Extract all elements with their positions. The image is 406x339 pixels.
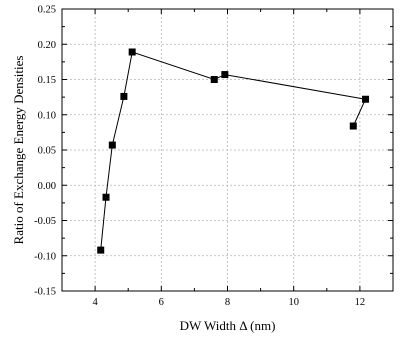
series-line (100, 51, 367, 251)
data-point (349, 122, 357, 130)
data-point (97, 246, 105, 254)
data-point (108, 141, 116, 149)
y-tick-label: 0.10 (38, 110, 56, 121)
data-point (102, 193, 110, 201)
series-layer (97, 48, 370, 254)
data-point (210, 76, 218, 83)
y-tick-label: 0.00 (38, 181, 56, 192)
x-axis-label: DW Width Δ (nm) (180, 318, 276, 333)
y-tick-label: 0.25 (38, 5, 56, 16)
x-tick-label: 12 (355, 297, 366, 308)
data-point (221, 71, 229, 79)
y-tick-label: -0.10 (34, 251, 56, 262)
x-tick-label: 4 (92, 297, 98, 308)
axis-ticks: 4 6 8 10 12 -0.15 -0.10 -0.05 0.00 0.05 0.10 0.15 0.… (34, 5, 394, 308)
x-tick-label: 10 (288, 297, 299, 308)
data-point (128, 48, 136, 56)
y-tick-label: 0.20 (38, 40, 56, 51)
y-tick-label: 0.15 (38, 75, 56, 86)
grid-lines (62, 9, 393, 291)
y-tick-label: 0.05 (38, 146, 56, 157)
data-point (362, 95, 370, 103)
x-tick-label: 6 (159, 297, 164, 308)
x-tick-label: 8 (225, 297, 230, 308)
y-tick-label: -0.05 (34, 216, 56, 227)
y-axis-label: Ratio of Exchange Energy Densities (11, 56, 26, 245)
y-tick-label: -0.15 (34, 287, 56, 298)
data-point (120, 92, 128, 100)
